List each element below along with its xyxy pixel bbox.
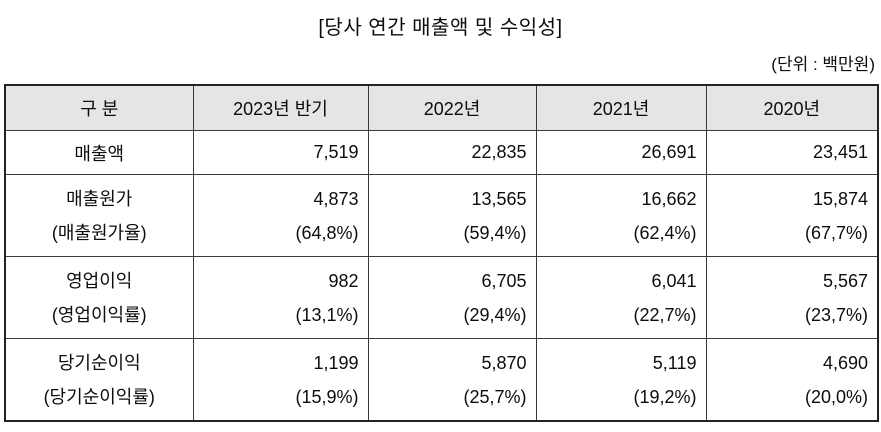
cell-ratio: (67,7%) — [804, 222, 868, 243]
cell-ratio: (20,0%) — [804, 386, 868, 407]
cell-ratio: (62,4%) — [633, 222, 697, 243]
financial-table: 구 분 2023년 반기 2022년 2021년 2020년 매출액 7,519… — [4, 84, 879, 422]
cell-ratio: (19,2%) — [633, 386, 697, 407]
cell-net-income-2020: 4,690 (20,0%) — [705, 338, 879, 422]
table-row-operating-profit: 영업이익 (영업이익률) 982 (13,1%) 6,705 (29,4%) 6… — [4, 256, 879, 339]
row-label-revenue: 매출액 — [4, 130, 194, 175]
cell-operating-profit-2020: 5,567 (23,7%) — [705, 256, 879, 339]
row-label-main: 당기순이익 — [57, 352, 141, 373]
cell-revenue-2020: 23,451 — [705, 130, 879, 175]
table-row-net-income: 당기순이익 (당기순이익률) 1,199 (15,9%) 5,870 (25,7… — [4, 338, 879, 422]
cell-ratio: (25,7%) — [463, 386, 527, 407]
unit-label: (단위 : 백만원) — [771, 55, 875, 74]
cell-net-income-2021: 5,119 (19,2%) — [535, 338, 707, 422]
cell-amount: 4,873 — [313, 188, 359, 209]
cell-net-income-2023h: 1,199 (15,9%) — [192, 338, 369, 422]
cell-ratio: (13,1%) — [295, 304, 359, 325]
cell-ratio: (22,7%) — [633, 304, 697, 325]
cell-amount: 982 — [328, 270, 359, 291]
row-label-sub: (매출원가율) — [51, 222, 147, 243]
col-header-2021: 2021년 — [535, 84, 707, 131]
cell-ratio: (59,4%) — [463, 222, 527, 243]
row-label-main: 영업이익 — [66, 270, 133, 291]
cell-amount: 6,705 — [481, 270, 527, 291]
cell-ratio: (64,8%) — [295, 222, 359, 243]
col-header-2023-half: 2023년 반기 — [192, 84, 369, 131]
cell-amount: 5,119 — [652, 352, 697, 373]
cell-amount: 1,199 — [313, 352, 359, 373]
row-label-sub: (영업이익률) — [51, 304, 147, 325]
cell-cost-of-sales-2021: 16,662 (62,4%) — [535, 174, 707, 257]
cell-ratio: (15,9%) — [295, 386, 359, 407]
cell-net-income-2022: 5,870 (25,7%) — [367, 338, 537, 422]
cell-amount: 5,870 — [481, 352, 527, 373]
cell-amount: 15,874 — [812, 188, 868, 209]
cell-revenue-2022: 22,835 — [367, 130, 537, 175]
cell-amount: 13,565 — [471, 188, 527, 209]
cell-amount: 5,567 — [822, 270, 868, 291]
row-label-cost-of-sales: 매출원가 (매출원가율) — [4, 174, 194, 257]
cell-operating-profit-2023h: 982 (13,1%) — [192, 256, 369, 339]
row-label-main: 매출원가 — [66, 188, 133, 209]
cell-revenue-2021: 26,691 — [535, 130, 707, 175]
col-header-2022: 2022년 — [367, 84, 537, 131]
cell-cost-of-sales-2022: 13,565 (59,4%) — [367, 174, 537, 257]
cell-cost-of-sales-2023h: 4,873 (64,8%) — [192, 174, 369, 257]
cell-amount: 6,041 — [651, 270, 697, 291]
table-row-cost-of-sales: 매출원가 (매출원가율) 4,873 (64,8%) 13,565 (59,4%… — [4, 174, 879, 257]
cell-cost-of-sales-2020: 15,874 (67,7%) — [705, 174, 879, 257]
table-header-row: 구 분 2023년 반기 2022년 2021년 2020년 — [4, 84, 879, 131]
page-title: [당사 연간 매출액 및 수익성] — [318, 17, 563, 39]
row-label-operating-profit: 영업이익 (영업이익률) — [4, 256, 194, 339]
cell-revenue-2023h: 7,519 — [192, 130, 369, 175]
cell-operating-profit-2021: 6,041 (22,7%) — [535, 256, 707, 339]
col-header-2020: 2020년 — [705, 84, 879, 131]
cell-amount: 16,662 — [641, 188, 697, 209]
cell-ratio: (29,4%) — [463, 304, 527, 325]
cell-operating-profit-2022: 6,705 (29,4%) — [367, 256, 537, 339]
col-header-category: 구 분 — [4, 84, 194, 131]
row-label-net-income: 당기순이익 (당기순이익률) — [4, 338, 194, 422]
cell-amount: 4,690 — [822, 352, 868, 373]
cell-ratio: (23,7%) — [804, 304, 868, 325]
row-label-sub: (당기순이익률) — [43, 386, 155, 407]
table-row-revenue: 매출액 7,519 22,835 26,691 23,451 — [4, 130, 879, 175]
